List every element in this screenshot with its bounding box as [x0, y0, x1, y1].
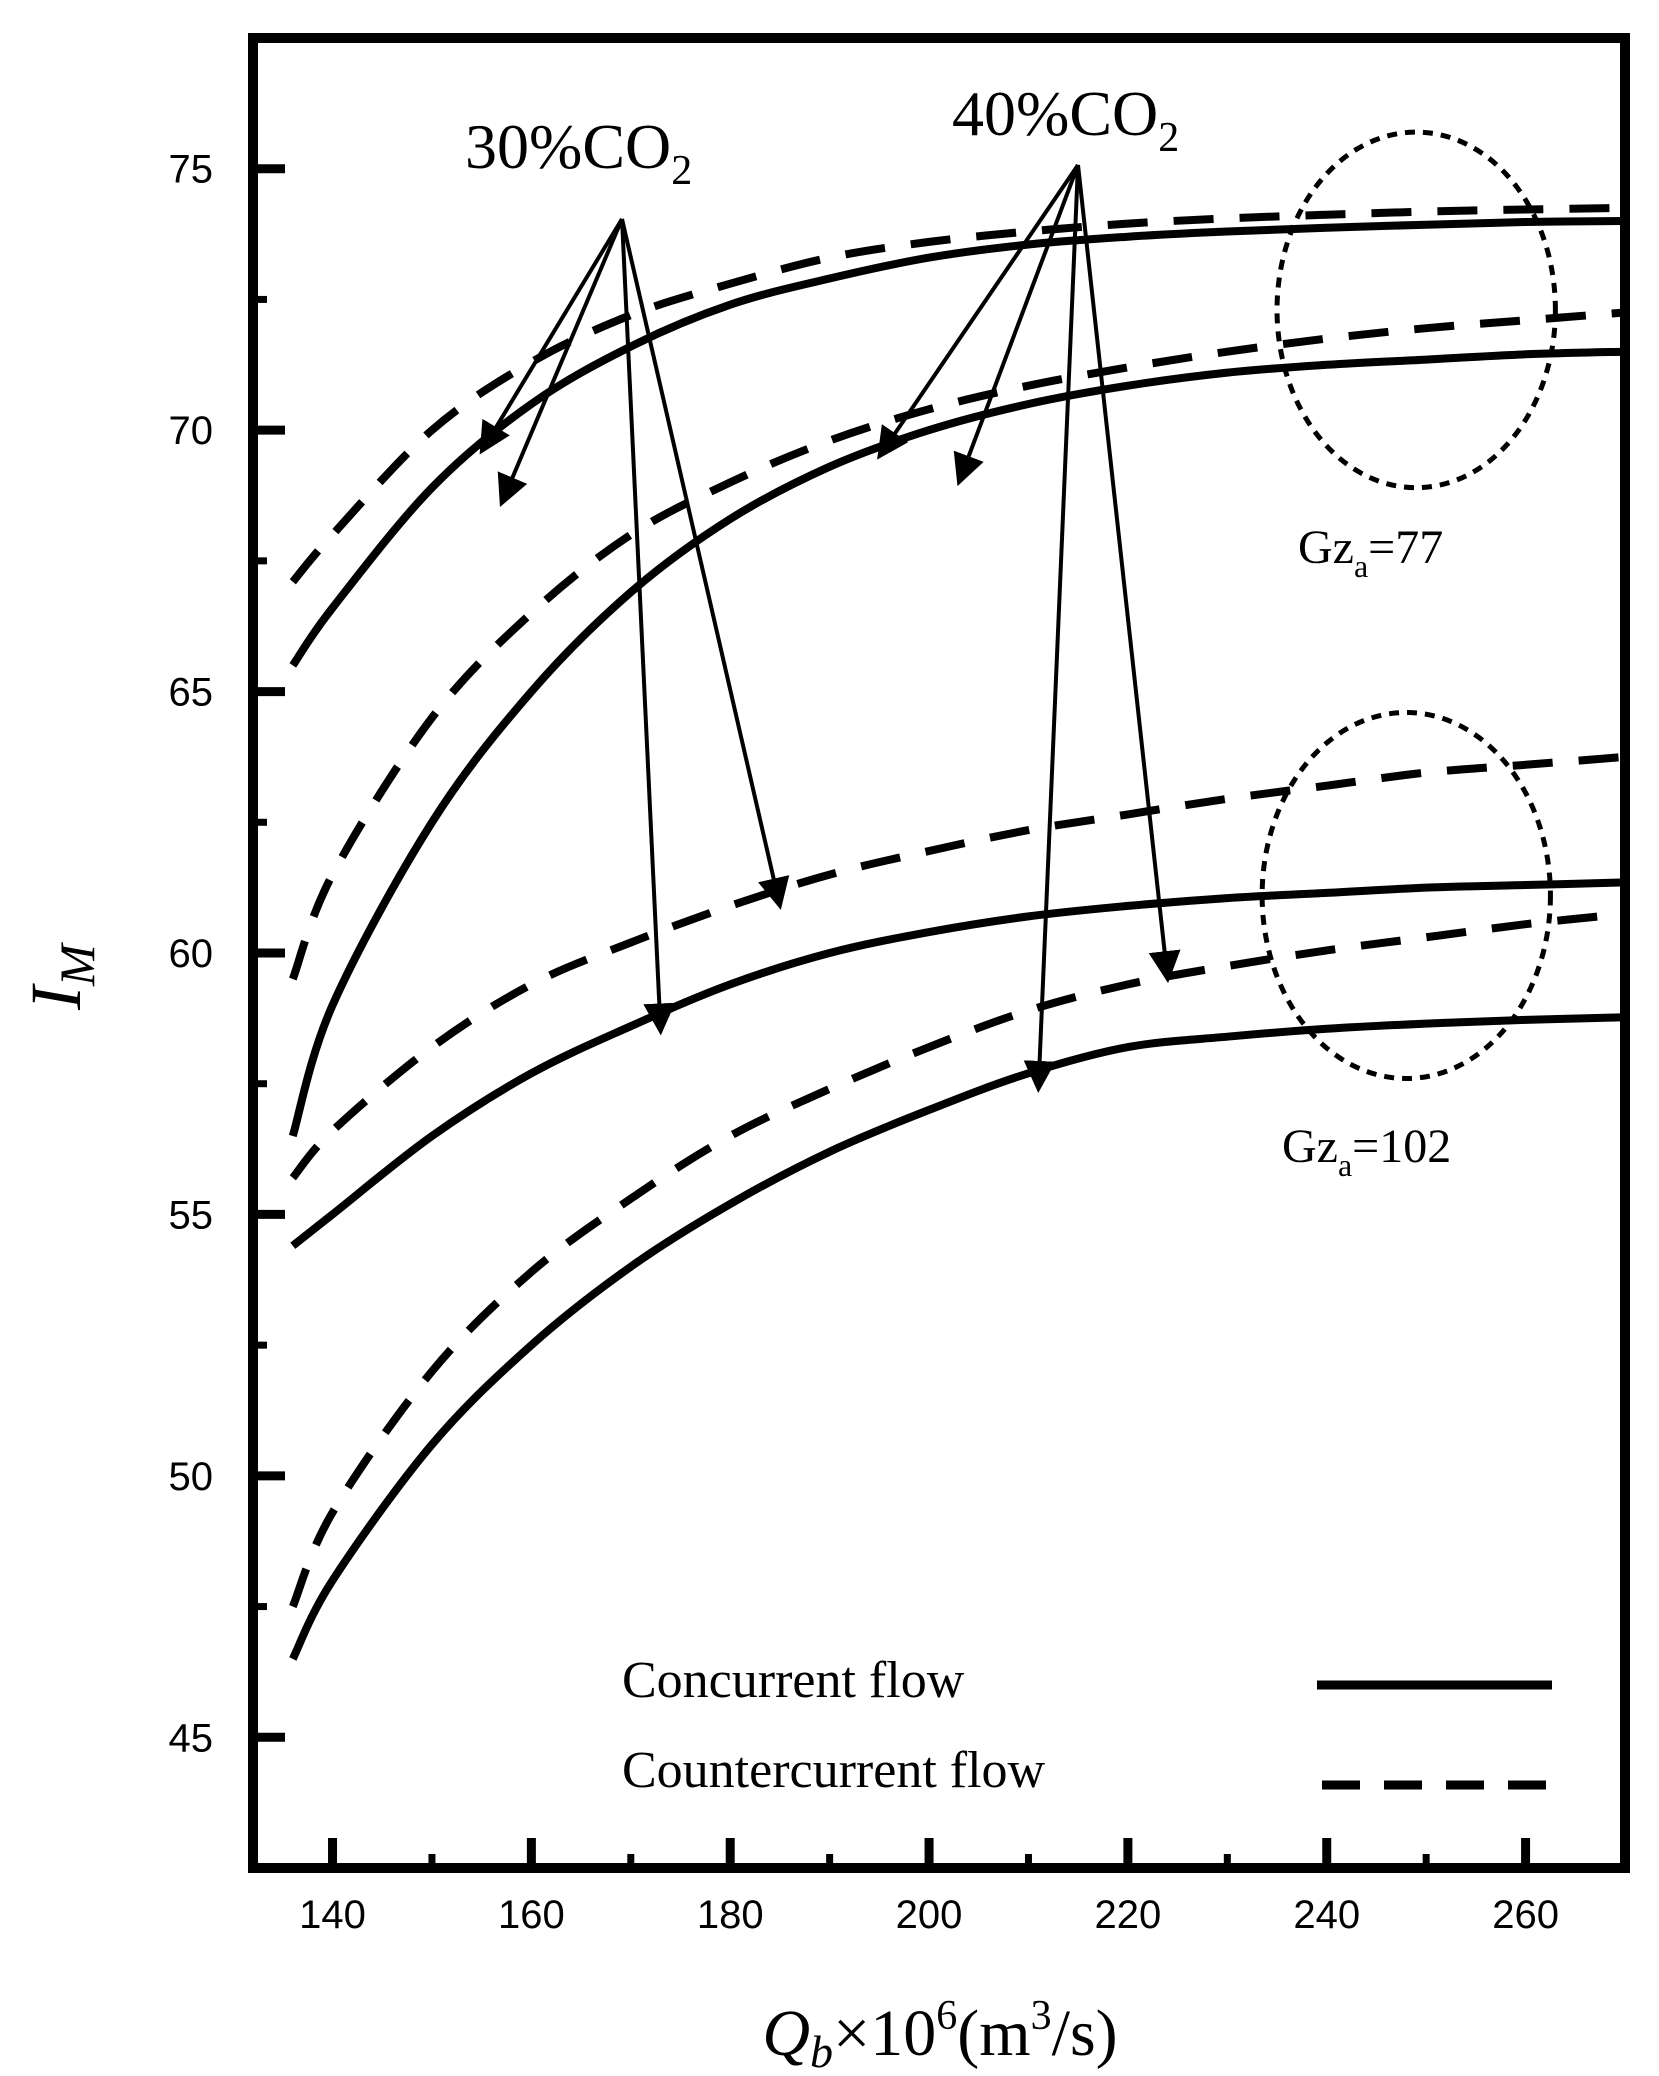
legend-label-countercurrent: Countercurrent flow [622, 1742, 1046, 1799]
series-line-6-solid [289, 1013, 1626, 1661]
series-line-1-dashed [289, 203, 1626, 585]
y-axis-ticks: 45 50 55 60 65 70 75 [169, 34, 285, 1760]
arrow-co2_30-2 [620, 218, 676, 1036]
y-tick-label: 70 [169, 409, 214, 453]
y-tick-label: 50 [169, 1455, 214, 1499]
series-line-2-solid [288, 347, 1626, 1138]
arrow-co2_40-3 [1076, 164, 1181, 984]
series-line-3-dashed [289, 308, 1626, 981]
x-tick-label: 220 [1095, 1893, 1162, 1937]
x-tick-label: 180 [697, 1893, 764, 1937]
x-axis-ticks: 140 160 180 200 220 240 260 [299, 1838, 1629, 1937]
x-tick-label: 140 [299, 1893, 366, 1937]
annotation-gz-77: Gza=77 [1298, 521, 1443, 584]
ellipse-1 [1259, 709, 1553, 1081]
y-tick-label: 75 [169, 148, 214, 192]
series-line-5-dashed [289, 752, 1626, 1181]
arrow-layer [479, 163, 1181, 1093]
legend-label-concurrent: Concurrent flow [622, 1652, 965, 1709]
series-layer [288, 203, 1626, 1661]
annotation-30-co2: 30%CO2 [465, 111, 692, 194]
y-tick-label: 65 [169, 671, 214, 715]
x-tick-label: 260 [1492, 1893, 1559, 1937]
legend: Concurrent flow Countercurrent flow [622, 1652, 1562, 1799]
x-tick-label: 160 [498, 1893, 565, 1937]
arrow-co2_40-2 [1023, 164, 1080, 1093]
series-line-0-solid [289, 217, 1626, 668]
x-tick-label: 200 [896, 1893, 963, 1937]
x-axis-title: Qb×106(m3/s) [762, 1993, 1117, 2076]
arrow-co2_30-1 [497, 218, 624, 508]
plot-frame [248, 33, 1630, 1873]
arrow-co2_40-1 [953, 164, 1080, 487]
y-tick-label: 60 [169, 932, 214, 976]
ellipse-layer [1259, 129, 1558, 1081]
arrow-co2_40-0 [877, 163, 1080, 460]
y-tick-label: 45 [169, 1716, 214, 1760]
series-line-4-solid [290, 878, 1626, 1249]
annotation-40-co2: 40%CO2 [952, 78, 1179, 161]
annotation-gz-102: Gza=102 [1282, 1120, 1451, 1183]
x-tick-label: 240 [1293, 1893, 1360, 1937]
ellipse-0 [1274, 129, 1558, 491]
series-line-7-dashed [289, 909, 1626, 1609]
y-axis-title: IM [16, 942, 105, 1011]
y-tick-label: 55 [169, 1193, 214, 1237]
arrow-co2_30-3 [620, 218, 790, 910]
arrow-co2_30-0 [479, 217, 624, 455]
